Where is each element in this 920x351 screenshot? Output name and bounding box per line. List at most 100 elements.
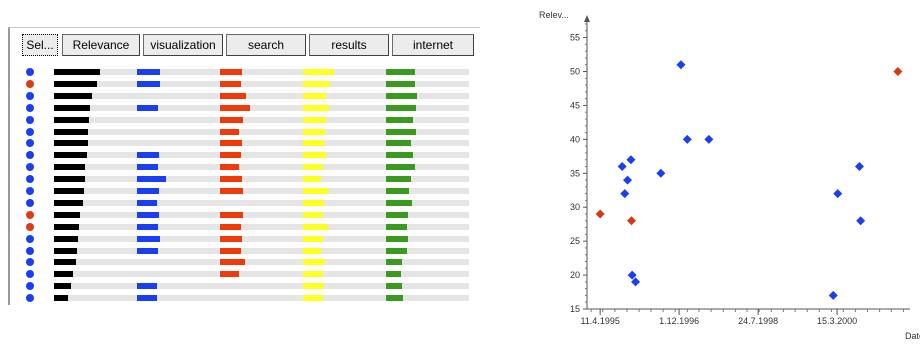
internet-bar <box>386 247 407 254</box>
internet-bar <box>386 128 416 135</box>
data-point <box>676 60 686 70</box>
selection-dot[interactable] <box>26 115 34 124</box>
relevance-bar <box>54 211 80 218</box>
search-bar <box>220 104 250 111</box>
selection-dot[interactable] <box>26 282 34 291</box>
data-point <box>656 168 666 178</box>
results-bar <box>303 199 324 206</box>
selection-dot[interactable] <box>26 210 34 219</box>
results-bar <box>303 80 330 87</box>
row-background <box>54 211 469 218</box>
internet-bar <box>386 235 408 242</box>
internet-bar <box>386 199 412 206</box>
selection-dot[interactable] <box>26 91 34 100</box>
row-background <box>54 164 469 171</box>
relevance-date-scatter-plot: Relev... Date 15 20 25 30 35 40 45 50 55 11.4.1995 1… <box>539 10 920 341</box>
results-bar <box>303 152 326 159</box>
relevance-bar <box>54 295 68 302</box>
data-point <box>620 189 630 199</box>
internet-bar <box>386 80 415 87</box>
relevance-bar <box>54 259 76 266</box>
results-bar <box>303 259 325 266</box>
selection-dot[interactable] <box>26 151 34 160</box>
search-bar <box>220 69 242 75</box>
visualization-bar <box>137 80 160 87</box>
row-background <box>54 80 469 87</box>
y-tick-label: 20 <box>570 270 580 280</box>
column-header-search[interactable]: search <box>226 34 306 56</box>
search-bar <box>220 176 242 183</box>
visualization-bar <box>137 104 158 111</box>
results-bar <box>303 295 323 302</box>
search-bar <box>220 223 241 230</box>
selection-dot[interactable] <box>26 198 34 207</box>
data-point <box>856 216 866 226</box>
row-background <box>54 235 469 242</box>
search-bar <box>220 92 246 99</box>
search-bar <box>220 235 242 242</box>
y-axis-arrow <box>584 15 590 22</box>
selection-dot[interactable] <box>26 234 34 243</box>
selection-dot[interactable] <box>26 79 34 88</box>
row-background <box>54 247 469 254</box>
row-background <box>54 295 469 302</box>
selection-dot[interactable] <box>26 258 34 267</box>
x-tick-label: 1.12.1996 <box>659 316 699 326</box>
relevance-bar <box>54 235 78 242</box>
visualization-bar <box>137 199 157 206</box>
selection-dot[interactable] <box>26 222 34 231</box>
internet-bar <box>386 211 408 218</box>
visualization-bar <box>137 152 159 159</box>
y-tick-label: 45 <box>570 100 580 110</box>
relevance-bar <box>54 140 88 147</box>
column-header-visualization[interactable]: visualization <box>143 34 223 56</box>
internet-bar <box>386 69 415 75</box>
y-tick-label: 25 <box>570 236 580 246</box>
internet-bar <box>386 164 415 171</box>
relevance-bar <box>54 116 89 123</box>
row-background <box>54 116 469 123</box>
results-bar <box>303 188 328 194</box>
row-background <box>54 69 469 75</box>
selection-dot[interactable] <box>26 68 34 76</box>
column-header-internet[interactable]: internet <box>392 34 474 56</box>
y-tick-label: 15 <box>570 304 580 314</box>
selection-dot[interactable] <box>26 139 34 148</box>
internet-bar <box>386 259 402 266</box>
visualization-bar <box>137 164 158 171</box>
selection-dot[interactable] <box>26 163 34 172</box>
results-bar <box>303 223 328 230</box>
row-background <box>54 128 469 135</box>
relevance-bar <box>54 164 85 171</box>
relevance-bar <box>54 80 97 87</box>
selection-dot[interactable] <box>26 103 34 112</box>
selection-dot[interactable] <box>26 127 34 136</box>
data-point <box>626 216 636 226</box>
column-header-relevance[interactable]: Relevance <box>62 34 140 56</box>
column-header-sel[interactable]: Sel... <box>22 34 58 56</box>
selection-dot[interactable] <box>26 175 34 184</box>
plot-axes: Relev... Date 15 20 25 30 35 40 45 50 55 11.4.1995 1… <box>539 10 920 341</box>
results-bar <box>303 176 321 183</box>
internet-bar <box>386 104 416 111</box>
relevance-bar <box>54 271 73 278</box>
data-point <box>631 277 641 287</box>
internet-bar <box>386 295 403 302</box>
internet-bar <box>386 271 401 278</box>
row-background <box>54 259 469 266</box>
search-bar <box>220 80 241 87</box>
selection-dot[interactable] <box>26 294 34 303</box>
row-background <box>54 188 469 194</box>
x-tick-label: 24.7.1998 <box>738 316 778 326</box>
selection-dot[interactable] <box>26 270 34 279</box>
search-bar <box>220 140 242 147</box>
selection-dot[interactable] <box>26 187 34 195</box>
data-point <box>627 270 637 280</box>
data-point <box>617 162 627 171</box>
search-bar <box>220 271 239 278</box>
selection-dot[interactable] <box>26 246 34 255</box>
results-bar <box>303 211 323 218</box>
row-background <box>54 283 469 290</box>
column-header-results[interactable]: results <box>309 34 389 56</box>
relevance-bar <box>54 104 90 111</box>
